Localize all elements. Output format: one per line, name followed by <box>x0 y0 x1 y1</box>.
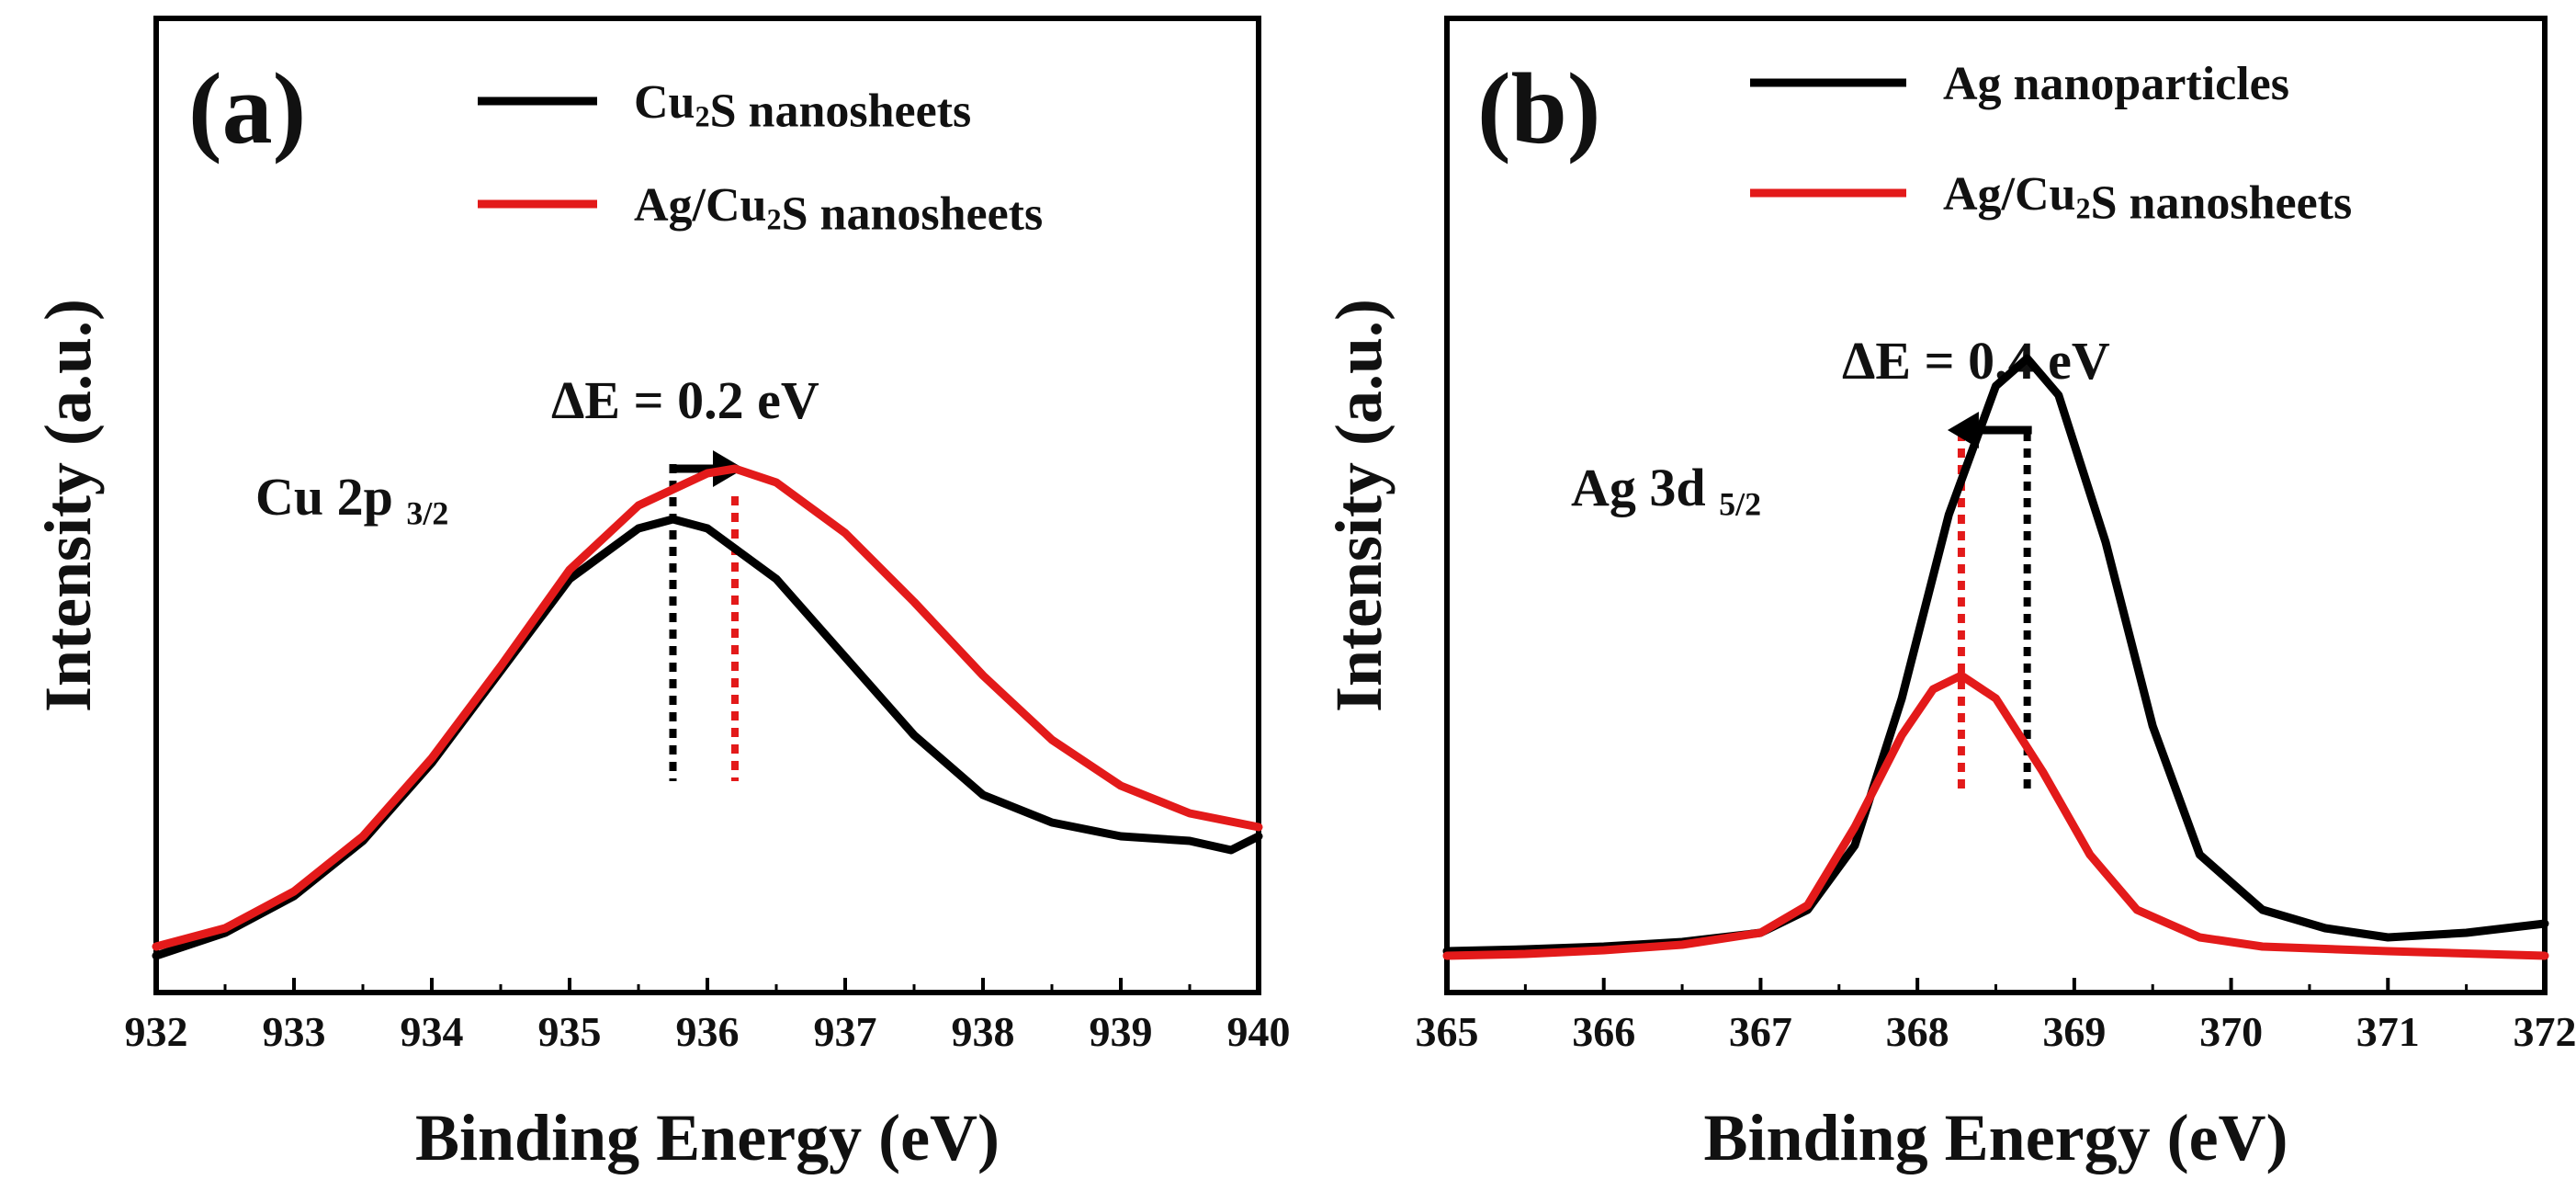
shift-arrow-head <box>1947 412 1979 448</box>
peak-label: Ag 3d 5/2 <box>1571 458 1761 522</box>
x-tick-label: 366 <box>1572 1008 1635 1055</box>
chart-panel-b: 365 366 367 368 369 370 371 372 Binding Energy (… <box>1322 16 2576 1174</box>
y-axis-label: Intensity (a.u.) <box>1322 299 1395 712</box>
x-tick-label: 939 <box>1090 1008 1153 1055</box>
x-tick-label: 936 <box>676 1008 740 1055</box>
delta-e-label: ΔE = 0.2 eV <box>551 370 819 430</box>
series-line-red <box>152 464 1263 951</box>
delta-e-label: ΔE = 0.4 eV <box>1842 331 2110 391</box>
x-tick-label: 369 <box>2042 1008 2106 1055</box>
series-line-black <box>152 515 1263 960</box>
x-tick-label: 940 <box>1227 1008 1291 1055</box>
y-axis-label: Intensity (a.u.) <box>31 299 105 712</box>
series-line-black <box>1442 354 2549 956</box>
peak-label: Cu 2p 3/2 <box>255 467 448 531</box>
panel-label: (b) <box>1477 52 1600 165</box>
x-tick-label: 365 <box>1416 1008 1479 1055</box>
chart-panel-a: 932 933 934 935 936 937 938 939 940 Binding Energ… <box>31 16 1291 1174</box>
x-axis-label: Binding Energy (eV) <box>415 1101 1000 1174</box>
x-tick-label: 937 <box>814 1008 877 1055</box>
legend-label: Ag/Cu2S nanosheets <box>1943 168 2352 229</box>
x-tick-label: 934 <box>401 1008 464 1055</box>
x-tick-label: 938 <box>952 1008 1015 1055</box>
legend-label: Cu2S nanosheets <box>634 76 971 137</box>
legend-label: Ag nanoparticles <box>1943 58 2289 110</box>
x-axis-label: Binding Energy (eV) <box>1703 1101 2288 1174</box>
legend-label: Ag/Cu2S nanosheets <box>634 179 1043 240</box>
x-tick-label: 932 <box>125 1008 188 1055</box>
series-line-red <box>1442 671 2549 960</box>
x-tick-label: 371 <box>2356 1008 2420 1055</box>
x-tick-label: 367 <box>1729 1008 1792 1055</box>
x-tick-label: 370 <box>2199 1008 2263 1055</box>
x-tick-label: 368 <box>1886 1008 1949 1055</box>
x-tick-label: 935 <box>538 1008 602 1055</box>
x-tick-label: 372 <box>2514 1008 2576 1055</box>
x-tick-label: 933 <box>263 1008 326 1055</box>
panel-label: (a) <box>188 52 306 165</box>
